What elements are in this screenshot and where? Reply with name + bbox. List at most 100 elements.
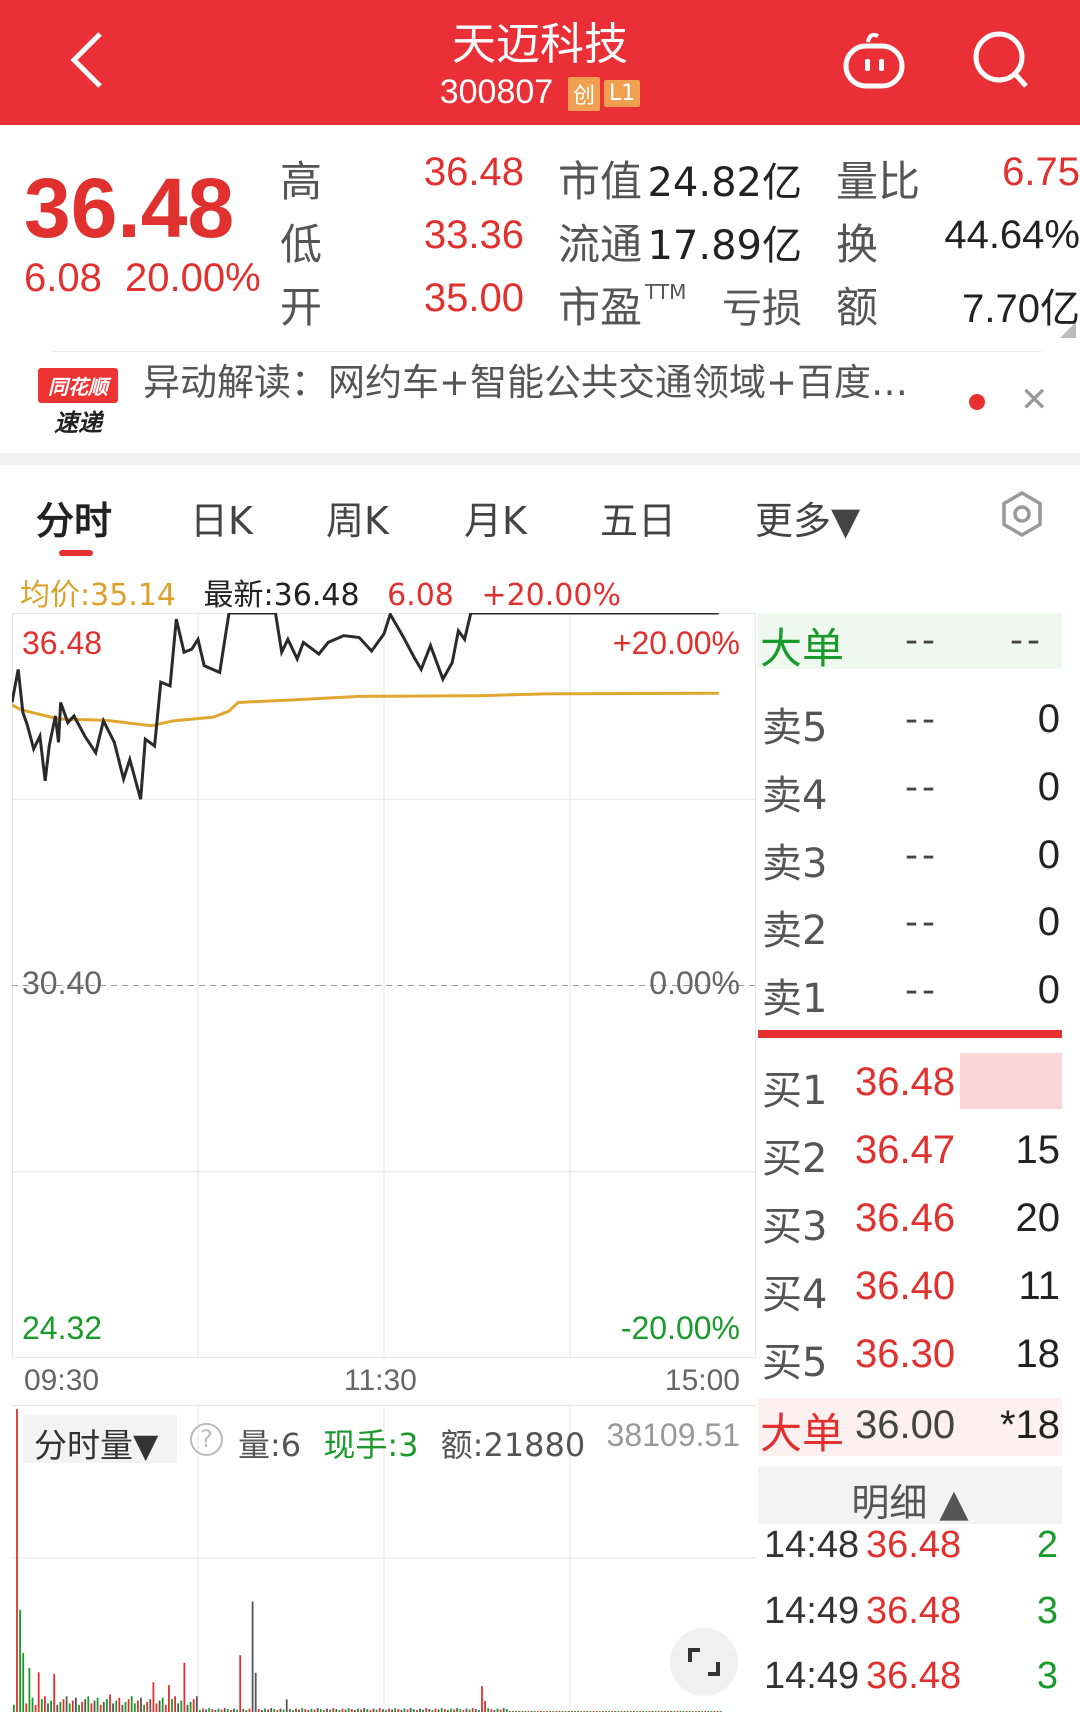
volume-bar bbox=[307, 1710, 310, 1712]
bid-price: 36.48 bbox=[855, 1060, 956, 1104]
volume-bar bbox=[143, 1704, 145, 1712]
volume-bar bbox=[202, 1708, 204, 1712]
volume-bar bbox=[273, 1709, 276, 1712]
volume-bar bbox=[611, 1711, 614, 1712]
volume-bar bbox=[456, 1708, 459, 1712]
volume-bar bbox=[536, 1711, 539, 1712]
volume-bar bbox=[248, 1708, 251, 1712]
trade-qty: 3 bbox=[1036, 1590, 1058, 1632]
volume-bar bbox=[109, 1694, 111, 1712]
volume-bar bbox=[375, 1709, 378, 1712]
volume-bar bbox=[124, 1701, 127, 1712]
expand-corner-icon[interactable] bbox=[1060, 322, 1076, 338]
volume-bar bbox=[530, 1711, 533, 1712]
back-icon[interactable] bbox=[68, 30, 108, 90]
volume-bar bbox=[347, 1708, 350, 1712]
tab-1[interactable]: 日K bbox=[190, 499, 253, 543]
section-gap bbox=[0, 453, 1080, 465]
volume-chart[interactable] bbox=[12, 1405, 756, 1712]
trade-price: 36.48 bbox=[866, 1590, 962, 1632]
volume-bar bbox=[304, 1709, 307, 1712]
volume-bar bbox=[629, 1711, 632, 1712]
volume-bar bbox=[394, 1708, 397, 1712]
volume-bar bbox=[118, 1697, 121, 1712]
robot-icon[interactable] bbox=[840, 32, 910, 92]
volume-bar bbox=[468, 1709, 471, 1712]
tab-2[interactable]: 周K bbox=[326, 499, 389, 543]
big-order-v1: -- bbox=[905, 620, 939, 661]
detail-toggle[interactable]: 明细 ▲ bbox=[758, 1466, 1062, 1525]
quote-value3: 44.64% bbox=[944, 213, 1080, 257]
news-headline[interactable]: 异动解读：网约车+智能公共交通领域+百度… bbox=[143, 361, 909, 404]
settings-icon[interactable] bbox=[998, 490, 1046, 538]
volume-bar bbox=[189, 1701, 192, 1712]
volume-bar bbox=[279, 1708, 282, 1712]
volume-bar bbox=[499, 1709, 502, 1712]
volume-bar bbox=[295, 1708, 297, 1712]
avg-price: 均价:35.14 bbox=[20, 578, 176, 613]
tab-4[interactable]: 五日 bbox=[600, 499, 677, 543]
volume-bar bbox=[276, 1710, 279, 1712]
volume-bar bbox=[400, 1710, 403, 1712]
tab-5[interactable]: 更多▼ bbox=[755, 499, 861, 543]
volume-bar bbox=[261, 1710, 263, 1712]
volume-bar bbox=[425, 1708, 428, 1712]
board-badge: 创 bbox=[568, 76, 601, 111]
avg-price-line bbox=[12, 691, 719, 728]
volume-bar bbox=[546, 1711, 548, 1712]
volume-bar bbox=[496, 1708, 499, 1712]
volume-bar bbox=[567, 1711, 570, 1712]
big-order-summary bbox=[758, 613, 1062, 669]
volume-bar bbox=[552, 1711, 555, 1712]
volume-bar bbox=[648, 1711, 651, 1712]
volume-bar bbox=[434, 1708, 437, 1712]
time-label-noon: 11:30 bbox=[344, 1364, 417, 1397]
info-change-pct: +20.00% bbox=[481, 578, 621, 613]
stock-code: 300807 bbox=[439, 73, 554, 111]
volume-bar bbox=[704, 1711, 707, 1712]
volume-bar bbox=[633, 1711, 635, 1712]
bottom-pct-label: -20.00% bbox=[620, 1310, 740, 1346]
bid-qty: 11 bbox=[1018, 1264, 1060, 1308]
fullscreen-button[interactable] bbox=[670, 1628, 738, 1696]
volume-bar bbox=[177, 1703, 180, 1712]
volume-bar bbox=[617, 1711, 620, 1712]
volume-bar bbox=[59, 1701, 62, 1712]
volume-bar bbox=[623, 1711, 626, 1712]
close-icon[interactable]: ✕ bbox=[1020, 380, 1049, 420]
volume-selector[interactable]: 分时量▼ bbox=[24, 1415, 177, 1465]
help-icon[interactable]: ? bbox=[190, 1423, 223, 1456]
volume-bar bbox=[87, 1696, 90, 1712]
ask-qty: 0 bbox=[1037, 765, 1060, 809]
tab-0[interactable]: 分时 bbox=[36, 499, 113, 543]
volume-bar bbox=[62, 1699, 65, 1712]
volume-bar bbox=[698, 1711, 700, 1712]
volume-bar bbox=[533, 1711, 536, 1712]
active-tab-indicator bbox=[59, 550, 93, 556]
bid-label: 买3 bbox=[762, 1204, 828, 1250]
volume-bar bbox=[642, 1711, 645, 1712]
volume-bar bbox=[487, 1708, 490, 1712]
bid-qty: 15 bbox=[1015, 1128, 1061, 1172]
volume-bar bbox=[571, 1711, 573, 1712]
ask-qty: 0 bbox=[1037, 900, 1060, 944]
quote-label: 低 bbox=[280, 220, 323, 269]
tab-3[interactable]: 月K bbox=[464, 499, 527, 543]
volume-bar bbox=[626, 1711, 629, 1712]
trade-qty: 2 bbox=[1036, 1524, 1058, 1566]
ask-label: 卖4 bbox=[762, 773, 828, 819]
volume-bar bbox=[660, 1711, 663, 1712]
zero-pct-label: 0.00% bbox=[649, 965, 740, 1001]
search-icon[interactable] bbox=[970, 28, 1034, 92]
bid1-highlight bbox=[960, 1053, 1062, 1109]
volume-bar bbox=[298, 1709, 300, 1712]
bid-ask-divider bbox=[758, 1030, 1062, 1038]
intraday-price-chart[interactable] bbox=[12, 613, 756, 1358]
current-hand: 现手:3 bbox=[323, 1426, 419, 1464]
volume-bar bbox=[524, 1711, 527, 1712]
volume-bar bbox=[205, 1709, 207, 1712]
volume-bar bbox=[416, 1710, 418, 1712]
volume-bar bbox=[716, 1711, 719, 1712]
volume-bar bbox=[332, 1708, 335, 1712]
volume-bar bbox=[701, 1711, 703, 1712]
